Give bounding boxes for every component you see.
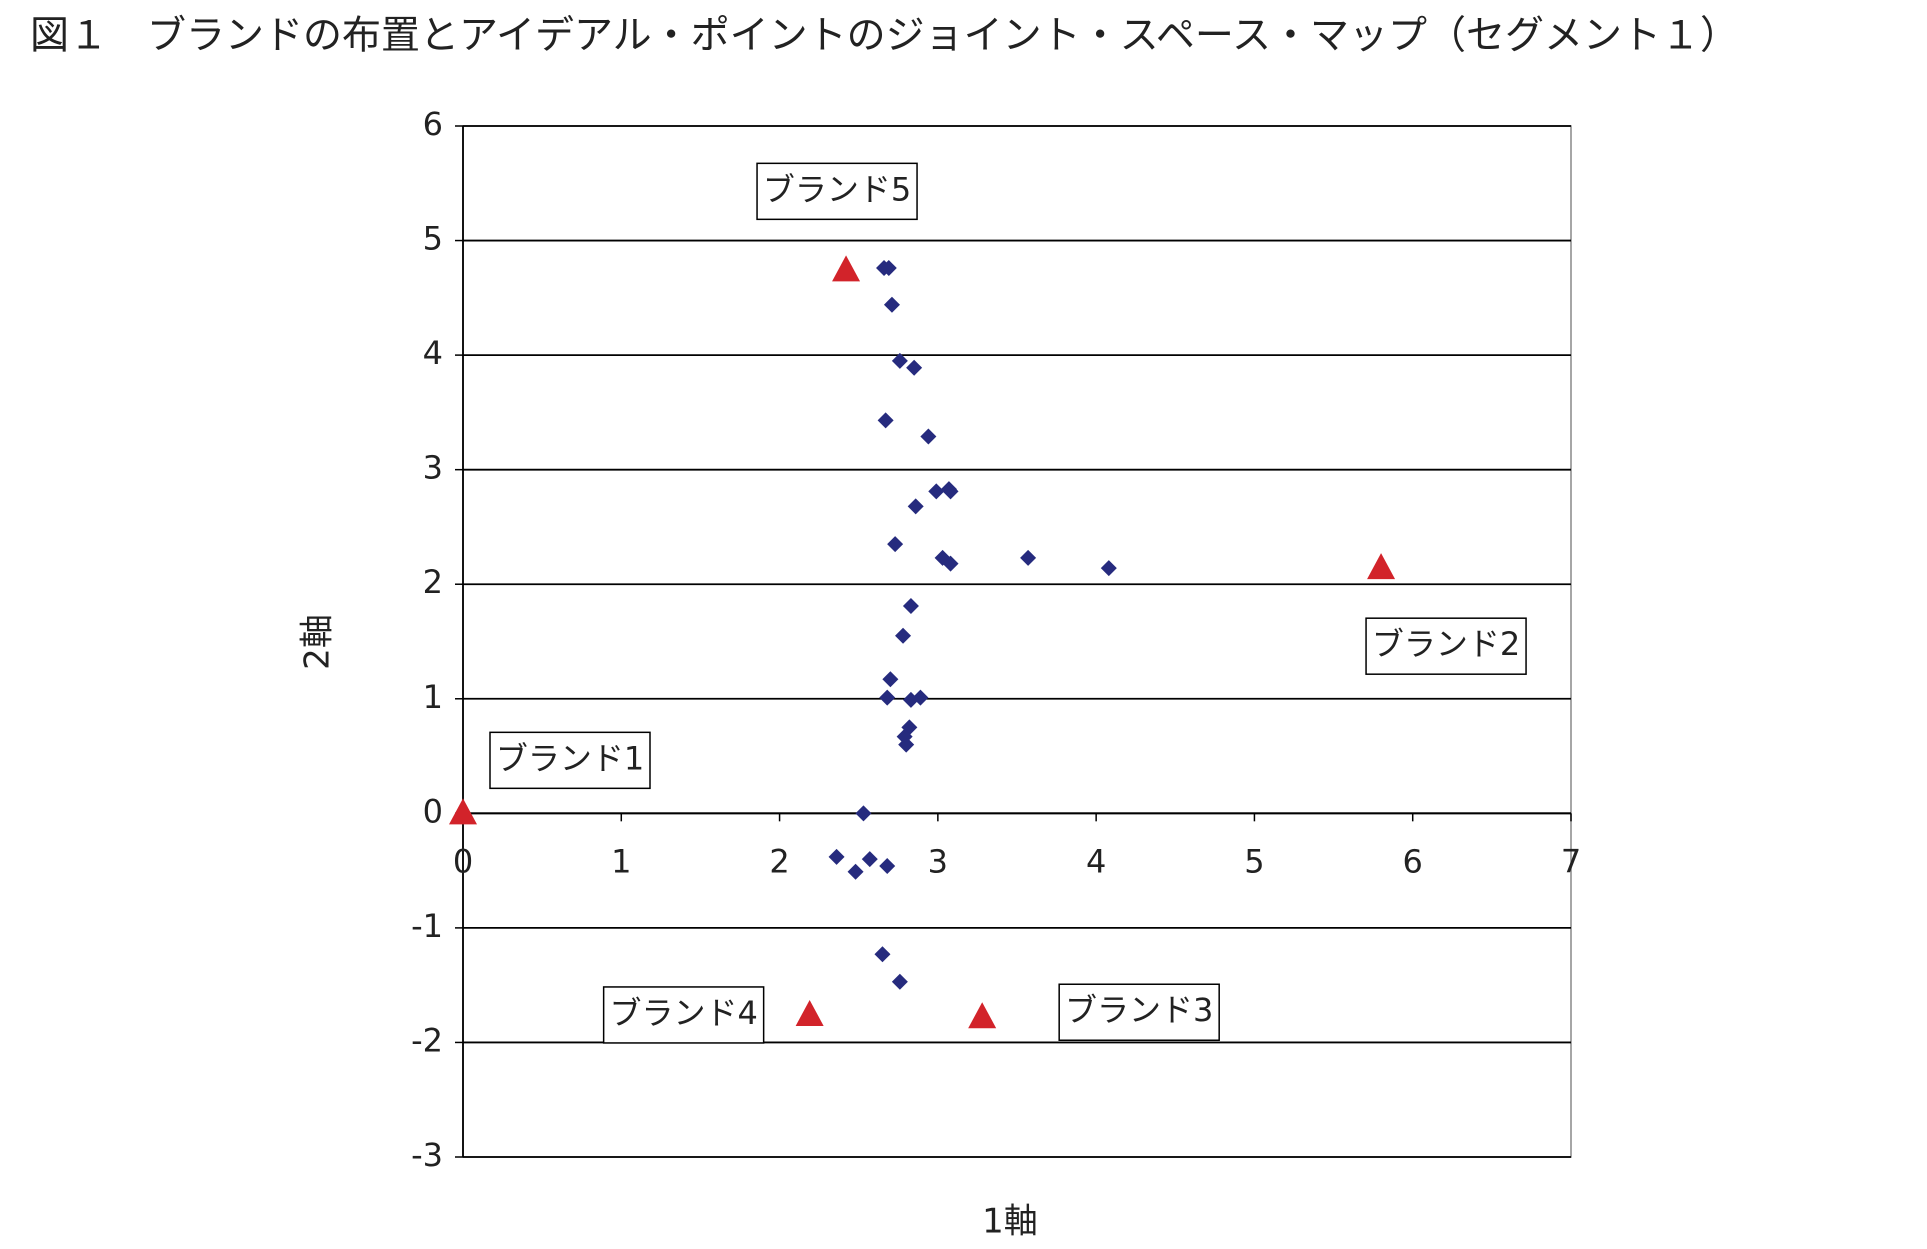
y-tick-label: 5 xyxy=(423,220,443,258)
brand-point xyxy=(795,999,824,1026)
y-tick-label: 4 xyxy=(423,334,443,372)
ideal-point xyxy=(898,736,915,753)
brand-label: ブランド5 xyxy=(763,170,911,208)
ideal-point xyxy=(882,671,899,688)
x-axis-label: 1軸 xyxy=(982,1202,1038,1242)
ideal-point xyxy=(920,428,937,445)
ideal-point xyxy=(942,483,959,500)
y-tick-label: 2 xyxy=(423,563,443,601)
ideal-point xyxy=(912,689,929,706)
ideal-point xyxy=(828,848,845,865)
label-box xyxy=(489,731,651,790)
brand-label: ブランド3 xyxy=(1065,991,1213,1029)
y-tick-label: -2 xyxy=(411,1021,443,1059)
ideal-point xyxy=(861,851,878,868)
y-tick-label: -3 xyxy=(411,1136,443,1174)
y-tick-label: 1 xyxy=(423,678,443,716)
brand-point xyxy=(968,1002,997,1029)
x-tick-label: 3 xyxy=(928,842,948,880)
ideal-point xyxy=(847,863,864,880)
brand-label: ブランド4 xyxy=(609,994,757,1032)
ideal-point xyxy=(877,412,894,429)
x-tick-label: 1 xyxy=(611,842,631,880)
label-box xyxy=(756,162,918,221)
x-tick-label: 0 xyxy=(453,842,473,880)
y-tick-label: 6 xyxy=(423,105,443,143)
ideal-point xyxy=(891,352,908,369)
brand-label: ブランド2 xyxy=(1372,625,1520,663)
ideal-point xyxy=(883,296,900,313)
x-tick-label: 6 xyxy=(1403,842,1423,880)
ideal-point xyxy=(907,498,924,515)
y-tick-label: 3 xyxy=(423,449,443,487)
ideal-point xyxy=(895,627,912,644)
label-box xyxy=(602,986,765,1044)
ideal-point xyxy=(879,689,896,706)
x-tick-label: 4 xyxy=(1086,842,1106,880)
ideal-point xyxy=(880,260,897,277)
y-axis-label: 2軸 xyxy=(298,614,338,670)
y-tick-label: -1 xyxy=(411,907,443,945)
brand-point xyxy=(449,798,477,825)
x-tick-label: 7 xyxy=(1561,842,1581,880)
label-box xyxy=(1058,983,1220,1041)
ideal-point xyxy=(879,858,896,875)
ideal-point xyxy=(891,973,908,990)
y-tick-label: 0 xyxy=(423,792,443,830)
ideal-point xyxy=(906,359,923,376)
brand-label: ブランド1 xyxy=(496,739,644,777)
x-tick-label: 2 xyxy=(769,842,789,880)
brand-point xyxy=(832,255,861,282)
ideal-point xyxy=(902,597,919,614)
label-box xyxy=(1365,617,1527,675)
chart-title: 図１ ブランドの布置とアイデアル・ポイントのジョイント・スペース・マップ（セグメ… xyxy=(30,14,1739,59)
ideal-point xyxy=(887,536,904,553)
ideal-point xyxy=(1020,549,1037,566)
ideal-point xyxy=(874,946,891,963)
ideal-point xyxy=(1100,560,1117,577)
brand-point xyxy=(1367,553,1396,580)
ideal-point xyxy=(855,805,872,822)
ideal-point xyxy=(928,483,945,500)
ideal-point xyxy=(942,555,959,572)
x-tick-label: 5 xyxy=(1244,842,1264,880)
